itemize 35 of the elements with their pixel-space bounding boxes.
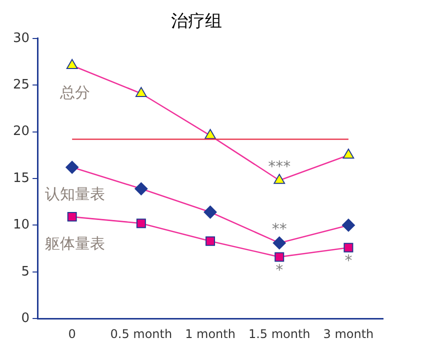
point [342, 218, 355, 232]
point [134, 182, 148, 196]
x-tick-label: 1 month [185, 326, 236, 341]
point [342, 148, 354, 159]
annotation: *** [268, 157, 292, 176]
point [204, 206, 217, 219]
point [274, 252, 284, 262]
y-tick-label: 15 [12, 170, 30, 186]
point [135, 87, 147, 98]
annotation: * [344, 252, 353, 270]
x-tick-label: 1.5 month [248, 326, 310, 341]
x-tick-label: 0 [68, 326, 76, 341]
point [67, 212, 77, 222]
y-tick-label: 25 [12, 77, 30, 92]
annotation: * [276, 260, 284, 279]
y-tick-label: 30 [12, 30, 30, 46]
point [344, 242, 354, 252]
x-tick-label: 0.5 month [110, 326, 172, 341]
series-label: 总分 [59, 83, 90, 102]
y-tick-label: 5 [21, 264, 30, 280]
point [66, 160, 79, 174]
point [206, 236, 216, 246]
series-label: 认知量表 [45, 185, 106, 204]
annotation: ** [272, 220, 288, 238]
series-label: 躯体量表 [45, 234, 106, 253]
x-tick-label: 3 month [323, 326, 374, 341]
point [204, 129, 216, 140]
point [136, 218, 146, 228]
point [274, 174, 286, 184]
point [272, 236, 286, 250]
y-tick-label: 20 [12, 124, 30, 140]
chart-title: 治疗组 [171, 12, 222, 32]
y-tick-label: 10 [12, 218, 30, 233]
y-tick-label: 0 [21, 310, 30, 326]
point [66, 58, 78, 69]
